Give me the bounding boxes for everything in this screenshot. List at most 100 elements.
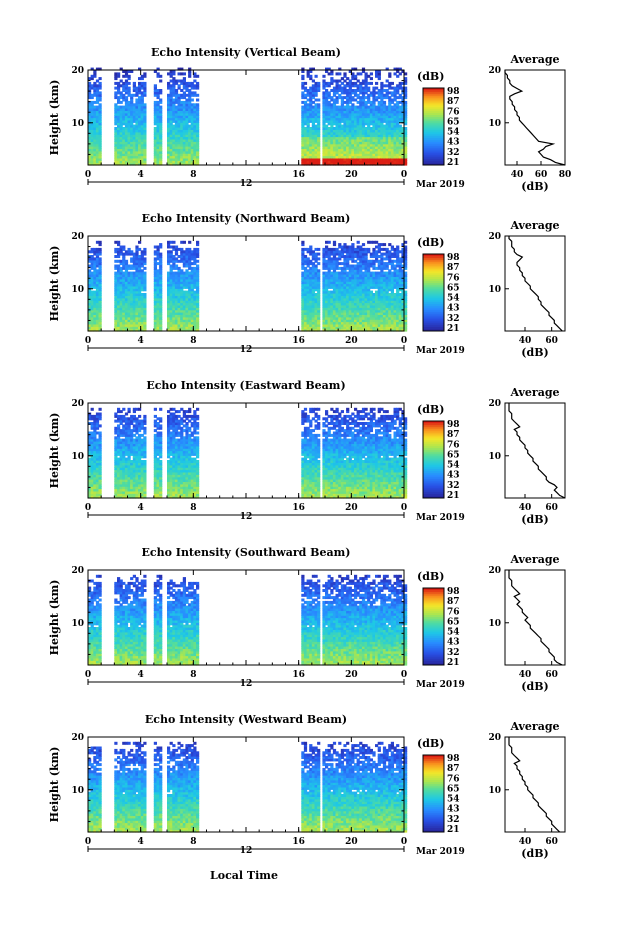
heatmap-cell: [303, 257, 308, 261]
heatmap-cell: [180, 117, 184, 121]
heatmap-cell: [361, 122, 366, 126]
heatmap-cell: [377, 148, 381, 152]
heatmap-cell: [327, 266, 331, 270]
heatmap-cell: [180, 153, 184, 157]
heatmap-cell: [317, 141, 321, 145]
heatmap-cell: [188, 321, 192, 325]
heatmap-cell: [367, 127, 371, 130]
colorbar-segment: [423, 151, 444, 154]
heatmap-cell: [314, 285, 318, 289]
heatmap-cell: [122, 143, 126, 147]
heatmap-cell: [306, 257, 310, 261]
heatmap-cell: [196, 146, 200, 149]
heatmap-cell: [369, 93, 373, 97]
heatmap-cell: [190, 84, 194, 88]
heatmap-cell: [98, 108, 102, 111]
heatmap-cell: [167, 316, 171, 320]
heatmap-cell: [359, 316, 363, 320]
heatmap-cell: [188, 138, 192, 142]
heatmap-cell: [340, 150, 344, 154]
heatmap-cell: [167, 136, 171, 140]
heatmap-cell: [119, 160, 123, 164]
heatmap-cell: [309, 162, 313, 166]
heatmap-cell: [117, 72, 121, 76]
heatmap-cell: [367, 89, 371, 92]
heatmap-cell: [130, 293, 134, 296]
heatmap-cell: [330, 138, 334, 142]
heatmap-cell: [375, 105, 379, 109]
heatmap-cell: [167, 304, 171, 308]
heatmap-cell: [330, 307, 334, 311]
heatmap-cell: [309, 129, 313, 133]
heatmap-cell: [301, 119, 305, 123]
heatmap-cell: [169, 264, 173, 268]
heatmap-cell: [322, 160, 326, 164]
heatmap-cell: [367, 96, 371, 100]
heatmap-cell: [388, 295, 392, 299]
heatmap-cell: [182, 117, 186, 121]
heatmap-cell: [380, 153, 384, 157]
heatmap-cell: [88, 309, 92, 313]
heatmap-cell: [343, 297, 347, 301]
heatmap-cell: [317, 157, 321, 161]
heatmap-cell: [367, 112, 371, 116]
heatmap-cell: [369, 314, 373, 318]
heatmap-cell: [332, 321, 337, 325]
heatmap-cell: [311, 309, 315, 313]
heatmap-cell: [377, 314, 381, 318]
heatmap-cell: [309, 262, 313, 266]
heatmap-cell: [153, 259, 157, 263]
heatmap-cell: [348, 162, 352, 166]
heatmap-cell: [130, 278, 134, 282]
heatmap-cell: [311, 150, 315, 154]
heatmap-cell: [124, 96, 129, 100]
heatmap-cell: [356, 276, 360, 280]
heatmap-cell: [377, 321, 381, 325]
heatmap-cell: [193, 323, 197, 327]
heatmap-cell: [351, 293, 355, 296]
heatmap-cell: [382, 257, 387, 261]
heatmap-cell: [317, 297, 321, 301]
heatmap-cell: [174, 117, 179, 121]
heatmap-cell: [388, 281, 392, 285]
heatmap-cell: [188, 136, 192, 140]
heatmap-cell: [124, 300, 129, 304]
heatmap-cell: [193, 86, 197, 90]
heatmap-cell: [172, 89, 176, 92]
heatmap-cell: [401, 283, 405, 287]
heatmap-cell: [359, 112, 363, 116]
heatmap-cell: [335, 290, 339, 294]
heatmap-cell: [354, 124, 358, 128]
heatmap-cell: [130, 250, 134, 254]
heatmap-cell: [309, 110, 313, 114]
heatmap-cell: [351, 316, 355, 320]
heatmap-cell: [332, 91, 337, 95]
heatmap-cell: [182, 274, 186, 277]
heatmap-cell: [359, 91, 363, 95]
heatmap-cell: [95, 141, 100, 145]
heatmap-cell: [127, 108, 131, 111]
heatmap-cell: [367, 247, 371, 251]
heatmap-cell: [185, 162, 189, 166]
heatmap-cell: [138, 274, 142, 277]
heatmap-cell: [382, 285, 387, 289]
heatmap-cell: [185, 290, 189, 294]
heatmap-cell: [322, 148, 326, 152]
heatmap-cell: [385, 264, 389, 268]
heatmap-cell: [322, 100, 326, 104]
heatmap-cell: [317, 162, 321, 166]
heatmap-cell: [372, 162, 376, 166]
heatmap-cell: [180, 274, 184, 277]
heatmap-cell: [335, 304, 339, 308]
heatmap-cell: [132, 81, 136, 85]
heatmap-cell: [335, 319, 339, 323]
heatmap-cell: [138, 323, 142, 327]
heatmap-cell: [385, 319, 389, 323]
heatmap-cell: [98, 262, 102, 266]
heatmap-cell: [327, 321, 331, 325]
heatmap-cell: [301, 143, 305, 147]
heatmap-cell: [138, 77, 142, 81]
heatmap-cell: [335, 98, 339, 102]
heatmap-cell: [153, 271, 157, 275]
heatmap-cell: [330, 103, 334, 107]
